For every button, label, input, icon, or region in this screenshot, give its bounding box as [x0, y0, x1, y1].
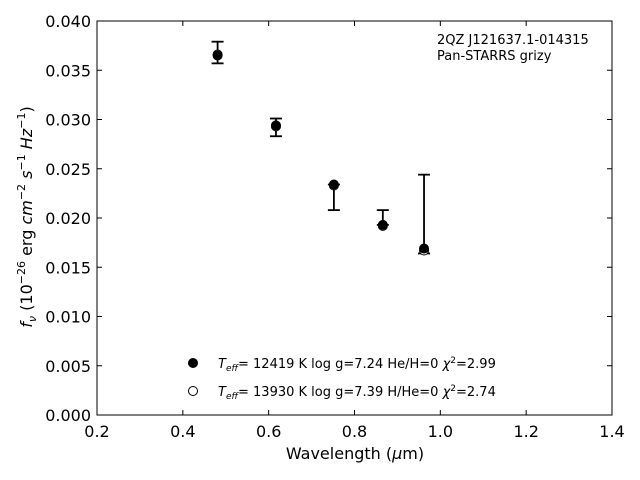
x-tick-label: 1.2	[513, 422, 538, 441]
x-axis-label: Wavelength (μm)	[286, 444, 424, 463]
y-tick-label: 0.040	[45, 12, 91, 31]
filled-circle-point	[377, 219, 388, 230]
x-tick-label: 1.4	[599, 422, 624, 441]
filled-circle-point	[270, 120, 281, 131]
legend-label-1: Teff= 12419 K log g=7.24 He/H=0 χ2=2.99	[218, 356, 496, 374]
y-axis-label: fν (10−26 erg cm−2 s−1 Hz−1)	[15, 106, 39, 327]
legend: Teff= 12419 K log g=7.24 He/H=0 χ2=2.99 …	[188, 356, 496, 402]
x-tick-label: 0.8	[342, 422, 367, 441]
error-bars	[211, 40, 431, 255]
legend-marker-open	[188, 386, 198, 396]
filled-circle-point	[328, 179, 339, 190]
plot-frame	[96, 20, 613, 416]
x-tick-label: 1.0	[428, 422, 453, 441]
filled-circle-point	[419, 243, 430, 254]
y-tick-label: 0.020	[45, 209, 91, 228]
y-tick-label: 0.000	[45, 406, 91, 425]
x-tick-label: 0.2	[84, 422, 109, 441]
legend-marker-filled	[188, 358, 198, 368]
y-tick-label: 0.010	[45, 308, 91, 327]
x-tick-label: 0.6	[256, 422, 281, 441]
data-markers	[212, 49, 430, 256]
axis-ticks: 0.2 0.4 0.6 0.8 1.0 1.2 1.4 0.000 0.005 0.010 0.01…	[45, 12, 625, 441]
x-tick-label: 0.4	[170, 422, 195, 441]
legend-label-2: Teff= 13930 K log g=7.39 H/He=0 χ2=2.74	[218, 384, 496, 402]
annotation-line-2: Pan-STARRS grizy	[437, 49, 552, 64]
y-tick-label: 0.035	[45, 61, 91, 80]
y-tick-label: 0.025	[45, 160, 91, 179]
annotation-line-1: 2QZ J121637.1-014315	[437, 33, 589, 48]
y-tick-label: 0.030	[45, 111, 91, 130]
y-tick-label: 0.005	[45, 357, 91, 376]
filled-circle-point	[212, 50, 223, 61]
plot-area	[96, 20, 613, 416]
y-tick-label: 0.015	[45, 258, 91, 277]
